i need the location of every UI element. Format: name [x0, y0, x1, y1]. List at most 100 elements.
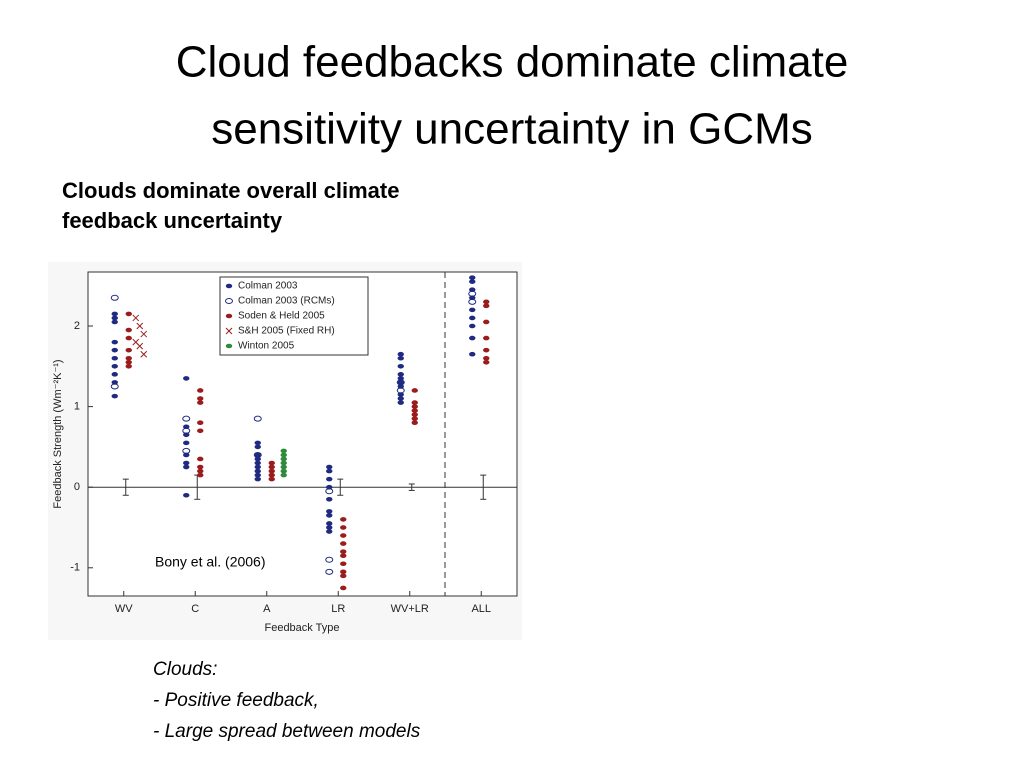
point	[136, 342, 144, 350]
point	[483, 335, 490, 341]
point-part	[140, 350, 148, 358]
point	[111, 355, 118, 361]
point	[254, 452, 261, 458]
point	[326, 496, 333, 502]
point	[183, 440, 190, 446]
annotation: Bony et al. (2006)	[155, 554, 266, 570]
point	[268, 468, 275, 474]
point	[280, 472, 287, 478]
x-tick-label: WV	[115, 603, 133, 615]
point	[326, 525, 333, 530]
legend-label: Colman 2003	[238, 281, 298, 292]
point	[125, 355, 132, 361]
point	[397, 380, 404, 385]
legend-label: Colman 2003 (RCMs)	[238, 296, 335, 307]
point	[111, 319, 118, 325]
point	[411, 420, 418, 426]
point-part	[140, 330, 148, 338]
point	[326, 464, 333, 470]
y-tick-label: 2	[74, 320, 80, 332]
point	[197, 400, 204, 405]
point	[268, 464, 275, 470]
point	[132, 314, 140, 322]
point	[254, 440, 261, 446]
legend-box	[219, 276, 369, 356]
point	[197, 420, 204, 426]
error-bar	[408, 483, 415, 491]
point	[140, 350, 148, 358]
point	[268, 460, 275, 466]
point	[326, 476, 333, 482]
title: sensitivity uncertainty in GCMs	[211, 105, 813, 154]
point	[340, 533, 347, 538]
x-tick-label: LR	[331, 603, 345, 615]
point	[125, 359, 132, 365]
subtitle: Clouds dominate overall climate	[62, 178, 399, 203]
point	[111, 347, 118, 353]
point-part	[132, 314, 140, 322]
point	[483, 303, 490, 309]
point	[325, 568, 334, 575]
point	[125, 363, 132, 369]
point	[411, 400, 418, 405]
point	[280, 452, 287, 458]
point	[280, 460, 287, 466]
point	[340, 525, 347, 530]
point-part	[132, 338, 140, 346]
point	[183, 376, 190, 381]
point	[397, 376, 404, 381]
point	[325, 488, 334, 495]
point	[253, 451, 262, 458]
y-tick-label: -1	[70, 562, 80, 574]
point	[411, 408, 418, 413]
point	[140, 330, 148, 338]
point	[183, 432, 190, 438]
point	[396, 379, 405, 386]
point	[397, 372, 404, 377]
point	[411, 416, 418, 421]
point	[411, 412, 418, 417]
point	[411, 404, 418, 409]
point	[136, 322, 144, 330]
point	[469, 315, 476, 321]
point	[397, 400, 404, 405]
point	[254, 468, 261, 474]
point	[469, 287, 476, 293]
legend-marker	[225, 283, 233, 289]
point	[468, 298, 477, 305]
point	[280, 468, 287, 474]
point	[483, 299, 490, 305]
point	[254, 456, 261, 462]
point	[253, 415, 262, 422]
point	[111, 339, 118, 345]
point	[469, 351, 476, 357]
point	[326, 513, 333, 518]
point	[340, 517, 347, 522]
legend-marker	[225, 298, 233, 304]
point	[197, 428, 204, 434]
point	[469, 295, 476, 301]
y-axis-label: Feedback Strength (Wm⁻²K⁻¹)	[52, 359, 64, 508]
point	[340, 541, 347, 546]
point	[326, 484, 333, 490]
y-tick-label: 0	[74, 481, 80, 493]
x-tick-label: C	[191, 603, 199, 615]
point	[125, 327, 132, 333]
point	[197, 388, 204, 393]
point-part	[136, 322, 144, 330]
error-bar	[480, 474, 487, 500]
legend-label: Winton 2005	[238, 341, 295, 352]
point	[483, 359, 490, 365]
point	[469, 323, 476, 329]
point	[125, 311, 132, 317]
point	[111, 363, 118, 369]
point	[340, 573, 347, 579]
point	[254, 476, 261, 482]
point	[197, 396, 204, 401]
point	[326, 509, 333, 514]
y-tick-label: 1	[74, 401, 80, 413]
point	[397, 384, 404, 389]
error-bar	[122, 478, 129, 496]
point	[125, 335, 132, 341]
